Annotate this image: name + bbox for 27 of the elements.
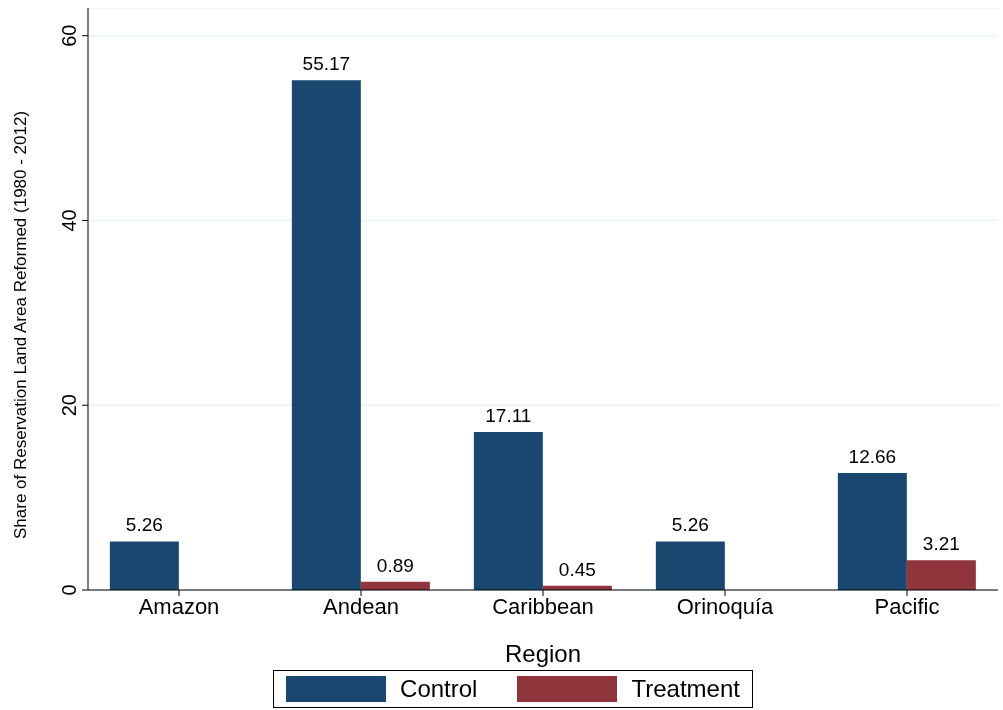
legend-label: Control xyxy=(400,675,478,703)
y-axis-title: Share of Reservation Land Area Reformed (1980 - 2012) xyxy=(11,110,31,539)
x-tick-label: Amazon xyxy=(138,593,220,619)
y-tick-label: 0 xyxy=(58,584,80,596)
legend-label: Treatment xyxy=(631,675,740,703)
bar xyxy=(906,560,976,590)
y-tick-label: 20 xyxy=(58,394,80,417)
bar xyxy=(655,541,725,590)
y-tick-label: 60 xyxy=(58,24,80,47)
bar xyxy=(109,541,179,590)
bar xyxy=(291,80,361,590)
x-tick-label: Orinoquía xyxy=(676,593,775,619)
y-tick-label: 40 xyxy=(58,209,80,232)
bar xyxy=(473,431,543,590)
data-label: 12.66 xyxy=(848,446,897,468)
x-axis-title: Region xyxy=(504,640,582,667)
bar xyxy=(837,473,907,590)
data-label: 0.45 xyxy=(558,558,596,580)
data-label: 17.11 xyxy=(485,404,532,426)
x-tick-label: Andean xyxy=(323,593,399,619)
data-label: 5.26 xyxy=(671,514,709,536)
x-tick-label: Caribbean xyxy=(492,593,594,619)
x-tick-label: Pacific xyxy=(874,593,940,619)
data-label: 5.26 xyxy=(125,514,163,536)
data-label: 55.17 xyxy=(302,53,351,75)
data-label: 0.89 xyxy=(376,554,414,576)
data-label: 3.21 xyxy=(922,533,960,555)
